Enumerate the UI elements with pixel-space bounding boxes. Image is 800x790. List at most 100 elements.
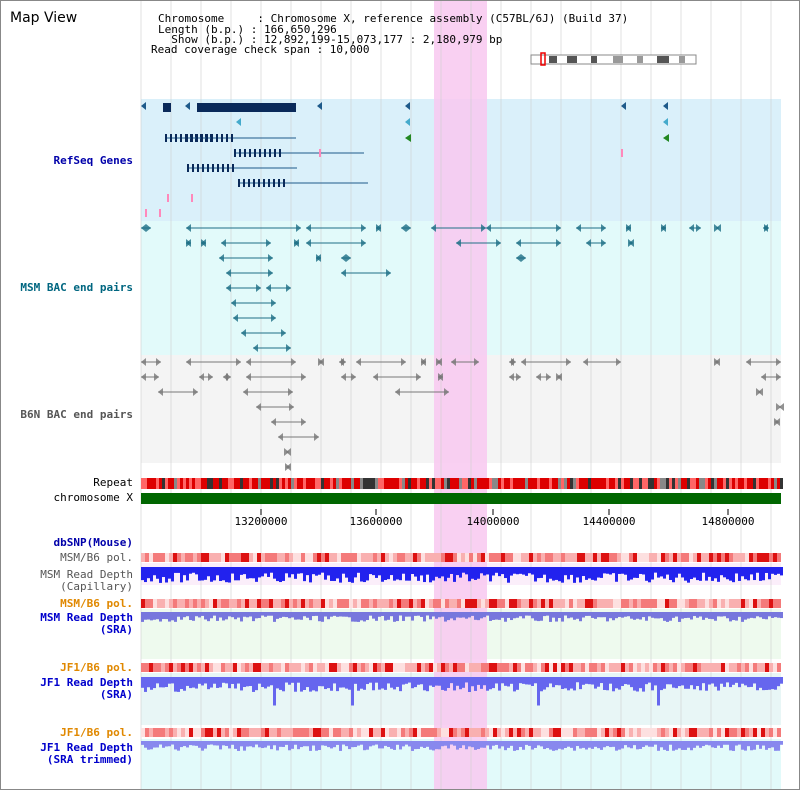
jf1-depth-bar bbox=[291, 677, 294, 683]
jf1-pol-strip bbox=[653, 663, 657, 672]
jf1-depth-bar bbox=[210, 677, 213, 688]
jf1-trim-depth-bar bbox=[660, 741, 663, 748]
track-label-msm-depth-cap: MSM Read Depth bbox=[40, 568, 133, 581]
jf1-pol-strip bbox=[761, 663, 765, 672]
jf1-pol-strip bbox=[173, 663, 177, 672]
msm-pol-strip bbox=[669, 553, 673, 562]
msm-sra-depth-bar bbox=[150, 612, 153, 621]
gene-exon bbox=[263, 179, 265, 187]
msm-cap-depth-bar bbox=[747, 567, 750, 581]
msm-pol-strip bbox=[385, 553, 389, 562]
repeat-segment bbox=[573, 478, 576, 489]
jf1-pol2-strip bbox=[497, 728, 501, 737]
msm-pol-strip bbox=[213, 553, 217, 562]
b6n-bac-end bbox=[193, 388, 198, 396]
msm-pol2-strip bbox=[281, 599, 285, 608]
repeat-segment bbox=[309, 478, 312, 489]
msm-bac-end bbox=[601, 239, 606, 247]
msm-pol2-strip bbox=[757, 599, 761, 608]
repeat-segment bbox=[372, 478, 375, 489]
jf1-pol-strip bbox=[737, 663, 741, 672]
msm-pol-strip bbox=[173, 553, 177, 562]
msm-cap-depth-bar bbox=[513, 567, 516, 574]
repeat-segment bbox=[255, 478, 258, 489]
msm-cap-depth-bar bbox=[690, 567, 693, 580]
msm-pol2-strip bbox=[585, 599, 589, 608]
msm-sra-depth-bar bbox=[363, 612, 366, 622]
jf1-pol-strip bbox=[505, 663, 509, 672]
jf1-depth-bar bbox=[717, 677, 720, 691]
msm-cap-depth-bar bbox=[147, 567, 150, 579]
repeat-segment bbox=[414, 478, 417, 489]
msm-bac-end bbox=[271, 299, 276, 307]
msm-cap-depth-bar bbox=[375, 567, 378, 578]
jf1-pol-strip bbox=[473, 663, 477, 672]
b6n-bac-end bbox=[761, 373, 766, 381]
jf1-pol2-strip bbox=[321, 728, 325, 737]
b6n-bac-end bbox=[583, 358, 588, 366]
repeat-segment bbox=[264, 478, 267, 489]
jf1-pol2-strip bbox=[381, 728, 385, 737]
repeat-segment bbox=[471, 478, 474, 489]
jf1-trim-depth-bar bbox=[372, 741, 375, 746]
repeat-segment bbox=[615, 478, 618, 489]
msm-cap-depth-bar bbox=[651, 567, 654, 580]
jf1-pol-strip bbox=[269, 663, 273, 672]
repeat-segment bbox=[198, 478, 201, 489]
msm-pol2-strip bbox=[557, 599, 561, 608]
track-label-b6n-bac[interactable]: B6N BAC end pairs bbox=[20, 408, 133, 421]
track-label-dbsnp[interactable]: dbSNP(Mouse) bbox=[53, 536, 133, 549]
jf1-trim-depth-bar bbox=[696, 741, 699, 746]
jf1-pol2-strip bbox=[685, 728, 689, 737]
msm-bac-end bbox=[696, 224, 701, 232]
jf1-pol2-strip bbox=[257, 728, 261, 737]
jf1-trim-depth-bar bbox=[438, 741, 441, 750]
msm-pol-strip bbox=[649, 553, 653, 562]
msm-sra-depth-bar bbox=[561, 612, 564, 622]
msm-pol2-strip bbox=[361, 599, 365, 608]
msm-bac-end bbox=[253, 344, 258, 352]
jf1-pol-strip bbox=[665, 663, 669, 672]
jf1-depth-bar bbox=[591, 677, 594, 685]
gene-exon bbox=[226, 134, 228, 142]
jf1-pol2-strip bbox=[297, 728, 301, 737]
repeat-segment bbox=[780, 478, 783, 489]
gene-exon bbox=[259, 149, 261, 157]
jf1-pol2-strip bbox=[341, 728, 345, 737]
jf1-pol2-strip bbox=[293, 728, 297, 737]
jf1-trim-depth-bar bbox=[513, 741, 516, 751]
msm-cap-depth-bar bbox=[327, 567, 330, 576]
jf1-pol-strip bbox=[409, 663, 413, 672]
repeat-segment bbox=[387, 478, 390, 489]
msm-pol-strip bbox=[497, 553, 501, 562]
jf1-trim-depth-bar bbox=[354, 741, 357, 748]
msm-sra-depth-bar bbox=[405, 612, 408, 617]
track-label-refseq[interactable]: RefSeq Genes bbox=[53, 154, 133, 167]
gene-exon bbox=[175, 134, 177, 142]
jf1-pol-strip bbox=[533, 663, 537, 672]
jf1-pol-strip bbox=[141, 663, 145, 672]
repeat-segment bbox=[222, 478, 225, 489]
jf1-depth-bar bbox=[747, 677, 750, 688]
jf1-pol2-strip bbox=[709, 728, 713, 737]
jf1-trim-depth-bar bbox=[720, 741, 723, 748]
repeat-segment bbox=[237, 478, 240, 489]
msm-cap-depth-bar bbox=[456, 567, 459, 576]
jf1-pol2-strip bbox=[145, 728, 149, 737]
msm-sra-depth-bar bbox=[387, 612, 390, 620]
jf1-trim-depth-bar bbox=[558, 741, 561, 749]
msm-cap-depth-bar bbox=[336, 567, 339, 579]
jf1-trim-depth-bar bbox=[426, 741, 429, 747]
jf1-pol-strip bbox=[613, 663, 617, 672]
msm-sra-depth-bar bbox=[144, 612, 147, 620]
msm-pol2-strip bbox=[689, 599, 693, 608]
msm-cap-depth-bar bbox=[477, 567, 480, 579]
jf1-trim-depth-bar bbox=[264, 741, 267, 748]
msm-pol2-strip bbox=[661, 599, 665, 608]
msm-pol-strip bbox=[397, 553, 401, 562]
track-label-msm-bac[interactable]: MSM BAC end pairs bbox=[20, 281, 133, 294]
jf1-depth-bar bbox=[642, 677, 645, 692]
msm-pol2-strip bbox=[149, 599, 153, 608]
msm-cap-depth-bar bbox=[498, 567, 501, 577]
